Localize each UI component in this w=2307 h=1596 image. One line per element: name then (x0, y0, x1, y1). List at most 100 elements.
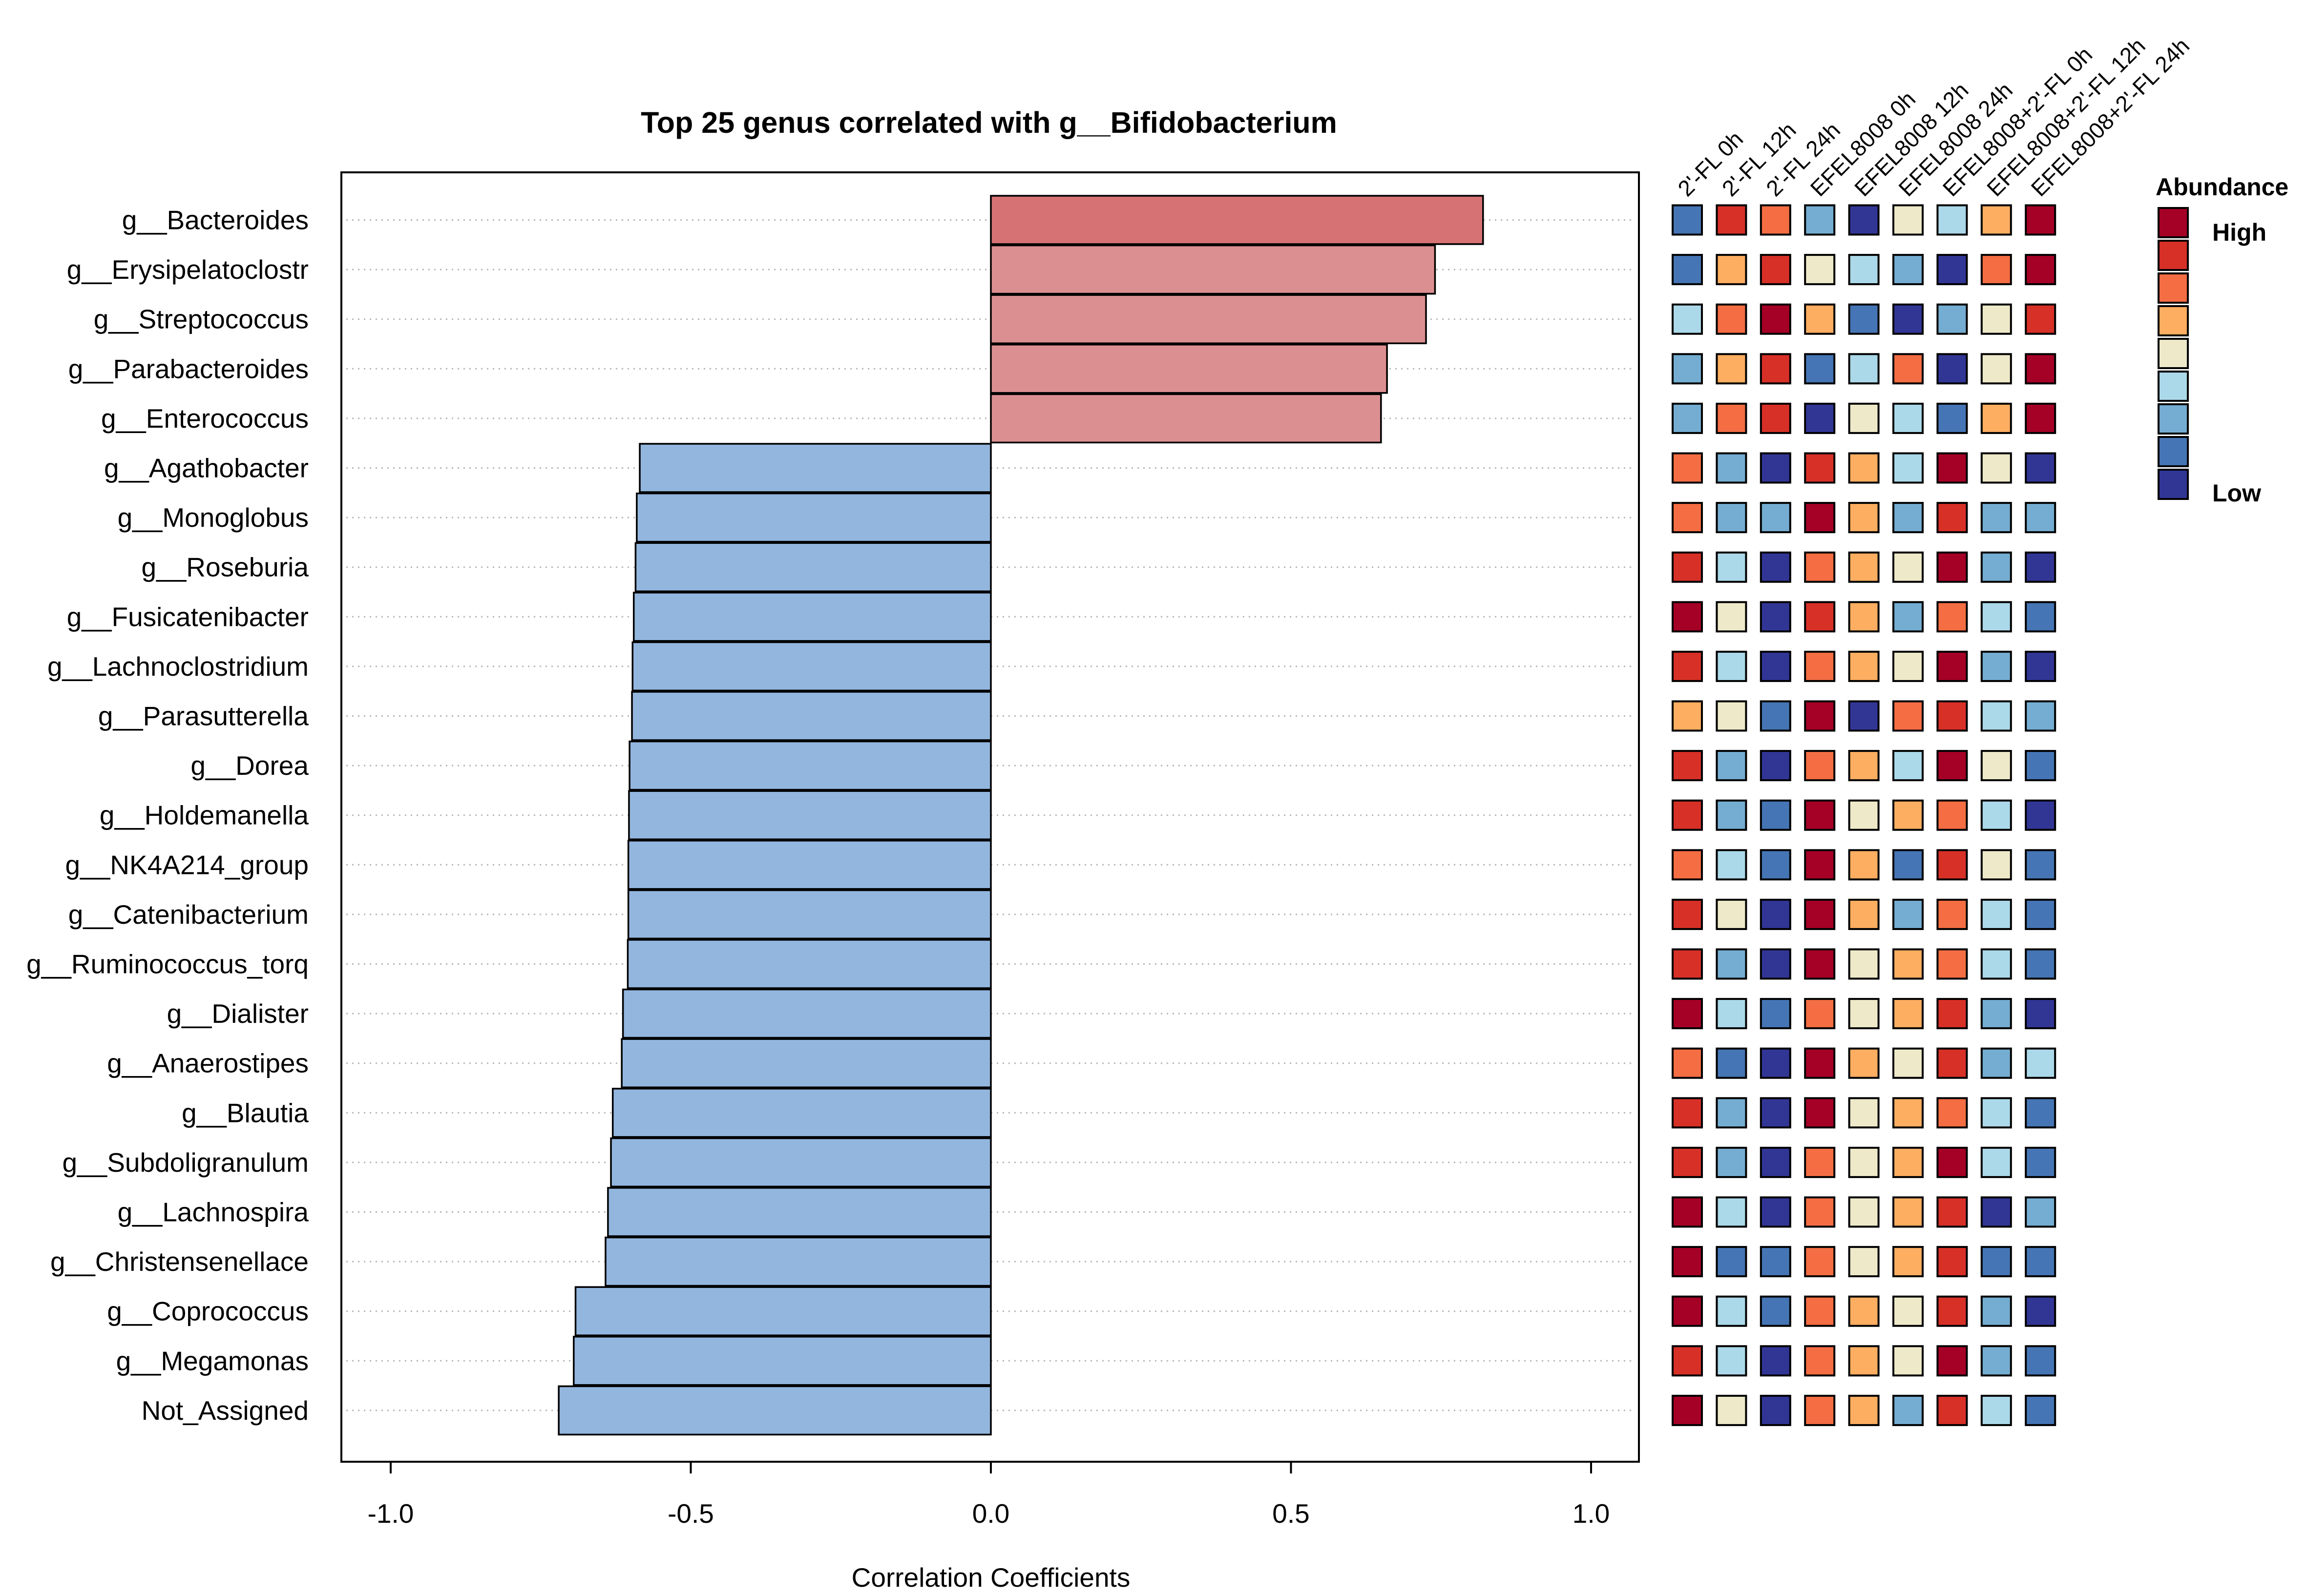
category-label: g__Parasutterella (98, 701, 309, 731)
bar-g-parasutterella (631, 691, 992, 741)
heatmap-cell (2025, 254, 2056, 286)
bar-g-dorea (629, 740, 992, 791)
bar-g-agathobacter (639, 443, 992, 493)
heatmap-cell (1760, 948, 1791, 980)
category-label: g__Anaerostipes (107, 1048, 309, 1078)
grid-lines (346, 219, 1634, 1411)
heatmap-cell (1804, 452, 1836, 484)
legend-swatch (2158, 371, 2189, 402)
category-label: g__Dorea (190, 750, 309, 781)
bar-g-megamonas (573, 1336, 992, 1386)
heatmap-cell (1804, 650, 1836, 682)
heatmap-cell (1892, 948, 1924, 980)
heatmap-cell (1980, 204, 2012, 236)
legend-swatch (2158, 240, 2189, 271)
heatmap-cell (1936, 1394, 1968, 1426)
heatmap-cell (1804, 1196, 1836, 1228)
heatmap-cell (1716, 799, 1747, 831)
heatmap-cell (1848, 353, 1880, 385)
heatmap-cell (1848, 998, 1880, 1030)
heatmap-cell (1804, 1295, 1836, 1327)
heatmap-cell (1760, 799, 1791, 831)
category-label: g__Parabacteroides (68, 353, 309, 384)
heatmap-cell (1892, 402, 1924, 434)
heatmap-cell (1980, 1146, 2012, 1178)
heatmap-cell (1936, 601, 1968, 633)
heatmap-cell (1804, 799, 1836, 831)
category-label: g__NK4A214_group (65, 850, 309, 880)
category-label: g__Agathobacter (104, 453, 309, 483)
heatmap-cell (2025, 1394, 2056, 1426)
heatmap-cell (1980, 1295, 2012, 1327)
heatmap-cell (1936, 1345, 1968, 1377)
heatmap-cell (1760, 1295, 1791, 1327)
heatmap-cell (1980, 948, 2012, 980)
heatmap-cell (1848, 254, 1880, 286)
heatmap-cell (1716, 948, 1747, 980)
heatmap-cell (1980, 1047, 2012, 1079)
category-label: g__Holdemanella (100, 800, 309, 830)
x-tick-label: 0.5 (1272, 1498, 1309, 1529)
heatmap-cell (1848, 700, 1880, 732)
heatmap-cell (1804, 1394, 1836, 1426)
heatmap-cell (1716, 551, 1747, 583)
heatmap-cell (1804, 303, 1836, 335)
heatmap-cell (1936, 502, 1968, 534)
heatmap-cell (1936, 204, 1968, 236)
heatmap-cell (1848, 750, 1880, 782)
x-tick-label: 1.0 (1573, 1498, 1610, 1529)
bar-g-holdemanella (628, 790, 992, 840)
legend-high-label: High (2212, 219, 2266, 246)
category-label: g__Enterococcus (101, 403, 309, 434)
heatmap-cell (1760, 551, 1791, 583)
heatmap-cell (1980, 502, 2012, 534)
bar-g-anaerostipes (621, 1038, 992, 1088)
heatmap-cell (1848, 303, 1880, 335)
heatmap-cell (1936, 1047, 1968, 1079)
category-label: g__Lachnoclostridium (47, 651, 309, 682)
heatmap-cell (1892, 551, 1924, 583)
heatmap-cell (1672, 1196, 1703, 1228)
heatmap-cell (1672, 551, 1703, 583)
heatmap-cell (1672, 1097, 1703, 1129)
heatmap-cell (2025, 1196, 2056, 1228)
heatmap-cell (1672, 898, 1703, 930)
heatmap-cell (1804, 898, 1836, 930)
bar-g-christensenellace (605, 1236, 992, 1287)
heatmap-cell (1848, 502, 1880, 534)
heatmap-cell (1760, 601, 1791, 633)
heatmap-cell (1980, 998, 2012, 1030)
heatmap-cell (1892, 1146, 1924, 1178)
legend-swatch (2158, 338, 2189, 369)
category-label: g__Coprococcus (107, 1296, 309, 1327)
heatmap-cell (1672, 948, 1703, 980)
category-label: g__Megamonas (116, 1346, 309, 1376)
heatmap-cell (1804, 948, 1836, 980)
x-tick-label: 0.0 (972, 1498, 1009, 1529)
heatmap-cell (2025, 502, 2056, 534)
heatmap-cell (1672, 402, 1703, 434)
heatmap-cell (1760, 303, 1791, 335)
heatmap-cell (1672, 353, 1703, 385)
heatmap-cell (1848, 1246, 1880, 1278)
heatmap-cell (1672, 601, 1703, 633)
heatmap-cell (1804, 254, 1836, 286)
heatmap-cell (1672, 452, 1703, 484)
heatmap-cell (1804, 1146, 1836, 1178)
heatmap-cell (1716, 1295, 1747, 1327)
heatmap-cell (1848, 799, 1880, 831)
heatmap-cell (1672, 1246, 1703, 1278)
heatmap-cell (1892, 1196, 1924, 1228)
heatmap-cell (1672, 254, 1703, 286)
heatmap-cell (1980, 1394, 2012, 1426)
heatmap-cell (1760, 502, 1791, 534)
heatmap-cell (1848, 898, 1880, 930)
heatmap-cell (1760, 1345, 1791, 1377)
heatmap-cell (2025, 303, 2056, 335)
heatmap-cell (1804, 750, 1836, 782)
heatmap-cell (1804, 1047, 1836, 1079)
heatmap-cell (1848, 452, 1880, 484)
heatmap-cell (1760, 700, 1791, 732)
